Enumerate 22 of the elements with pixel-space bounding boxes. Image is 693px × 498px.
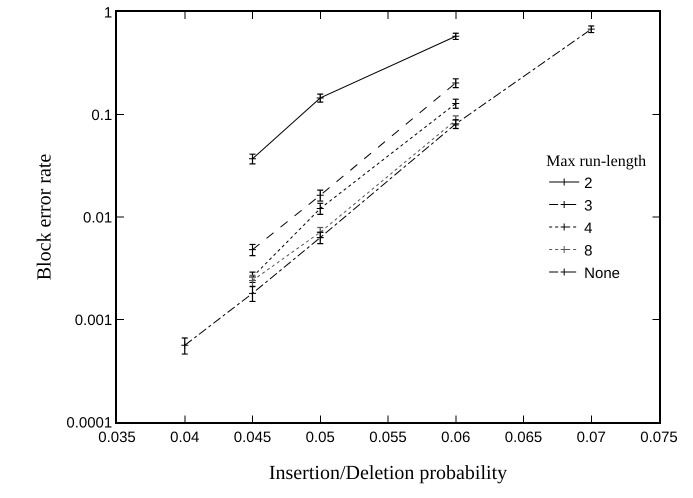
x-tick-label: 0.04 [170, 428, 200, 446]
y-tick-label: 0.0001 [66, 414, 112, 432]
legend-label: 4 [584, 220, 593, 237]
x-tick-label: 0.035 [98, 428, 136, 446]
y-tick-label: 0.1 [91, 106, 112, 124]
x-tick-label: 0.065 [504, 428, 542, 446]
y-tick-label: 0.01 [83, 209, 112, 226]
x-axis-title: Insertion/Deletion probability [268, 462, 508, 484]
x-tick-label: 0.07 [576, 428, 606, 446]
x-tick-label: 0.045 [234, 428, 272, 446]
x-tick-label: 0.06 [441, 428, 470, 446]
legend-label: None [584, 264, 620, 282]
legend-label: 3 [584, 197, 593, 214]
legend-label: 8 [584, 242, 593, 260]
x-tick-label: 0.075 [640, 428, 678, 446]
x-tick-label: 0.05 [306, 428, 335, 446]
legend-label: 2 [584, 174, 593, 192]
legend-title: Max run-length [546, 152, 646, 170]
y-tick-label: 1 [104, 4, 112, 22]
y-axis-title: Block error rate [33, 154, 56, 280]
y-tick-label: 0.001 [74, 312, 112, 329]
x-tick-label: 0.055 [369, 428, 407, 446]
